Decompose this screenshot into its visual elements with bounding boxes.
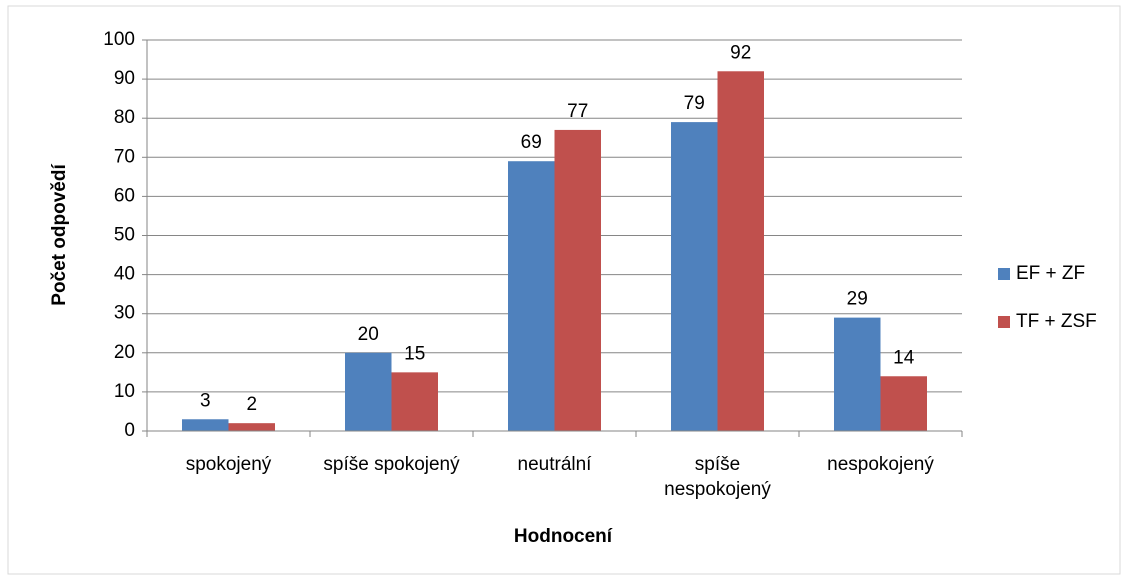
bar <box>717 71 764 431</box>
y-tick-label: 90 <box>114 68 135 89</box>
y-tick-label: 10 <box>114 381 135 402</box>
data-label: 92 <box>730 42 751 63</box>
data-label: 3 <box>200 390 211 411</box>
x-tick-label: spokojený <box>185 454 272 475</box>
x-tick-label: neutrální <box>517 454 592 475</box>
data-label: 79 <box>684 93 705 114</box>
bar <box>554 129 601 431</box>
x-tick-label: nespokojený <box>827 454 934 475</box>
bar <box>182 419 229 431</box>
bar <box>671 122 718 432</box>
bar <box>228 423 275 431</box>
bar <box>834 317 881 431</box>
chart-frame <box>7 5 1121 575</box>
y-tick-label: 70 <box>114 146 135 167</box>
bar <box>880 376 927 431</box>
legend-swatch <box>998 268 1010 280</box>
data-label: 77 <box>567 101 588 122</box>
y-tick-label: 50 <box>114 225 135 246</box>
legend-swatch <box>998 316 1010 328</box>
bar <box>391 372 438 431</box>
legend-label: EF + ZF <box>1016 263 1085 284</box>
y-tick-label: 20 <box>114 342 135 363</box>
y-tick-label: 40 <box>114 264 135 285</box>
x-tick-label: spíše spokojený <box>323 454 460 475</box>
data-label: 20 <box>358 324 379 345</box>
data-label: 2 <box>246 394 257 415</box>
y-tick-label: 0 <box>124 420 135 441</box>
x-tick-label: spíše nespokojený <box>664 454 771 500</box>
bar <box>345 352 392 431</box>
data-label: 15 <box>404 343 425 364</box>
y-tick-label: 100 <box>103 29 135 50</box>
y-tick-label: 80 <box>114 107 135 128</box>
data-label: 29 <box>847 289 868 310</box>
legend-label: TF + ZSF <box>1016 311 1097 332</box>
y-axis-title: Počet odpovědí <box>49 164 70 306</box>
x-axis-title: Hodnocení <box>514 526 613 547</box>
data-label: 14 <box>893 347 915 368</box>
y-tick-label: 60 <box>114 185 135 206</box>
y-tick-label: 30 <box>114 303 135 324</box>
data-label: 69 <box>521 132 542 153</box>
bar <box>508 161 555 431</box>
